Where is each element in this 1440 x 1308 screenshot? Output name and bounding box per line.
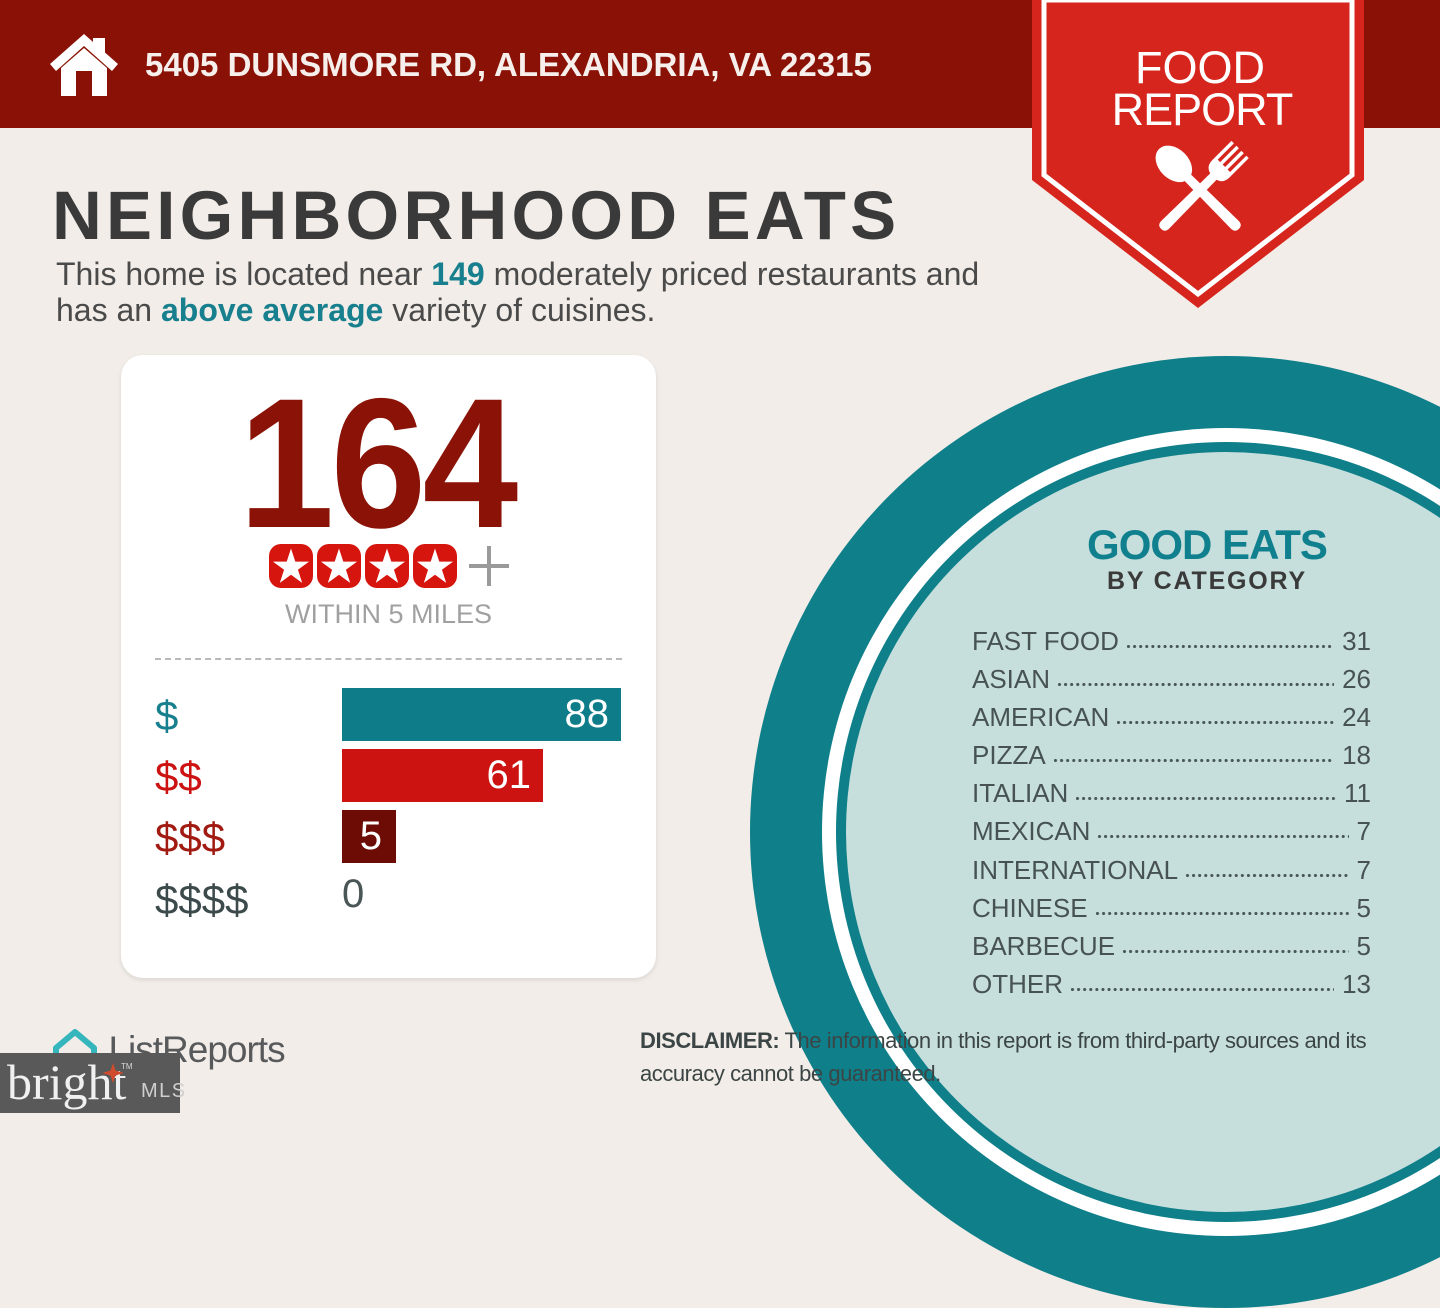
svg-text:FOOD: FOOD (1135, 42, 1265, 93)
svg-text:REPORT: REPORT (1112, 84, 1293, 135)
